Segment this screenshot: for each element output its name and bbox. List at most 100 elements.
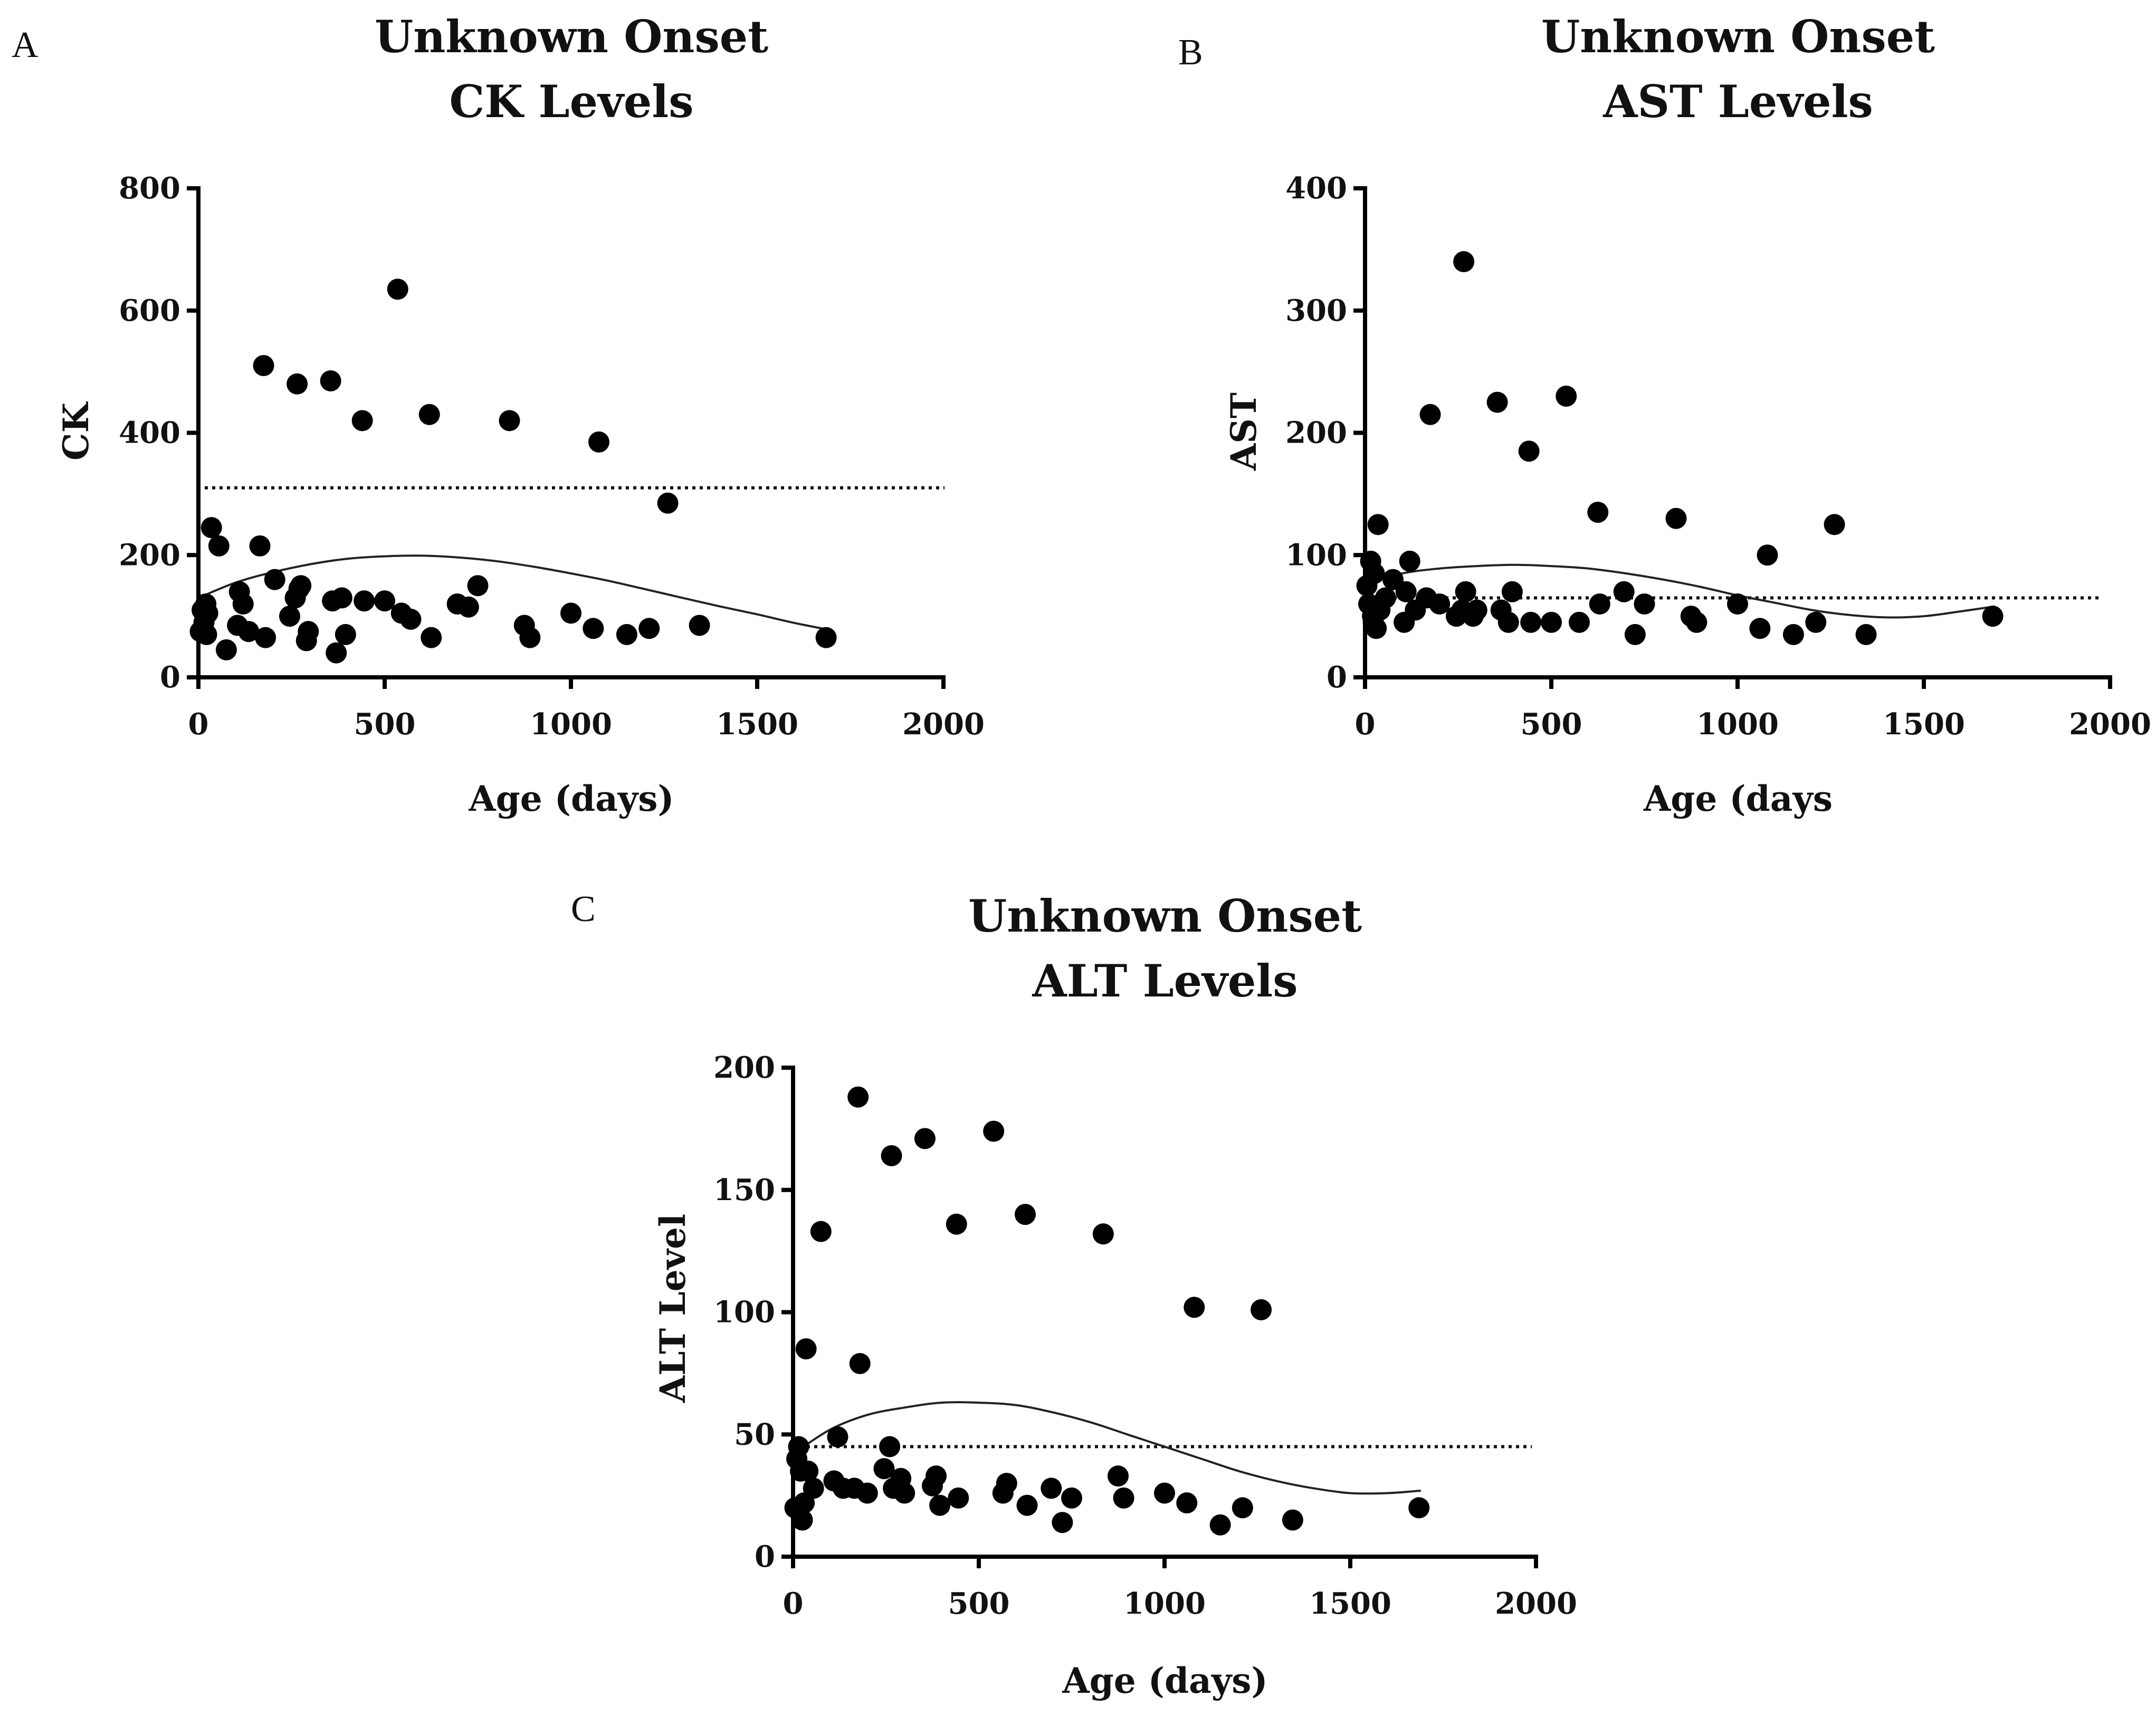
data-point xyxy=(1757,544,1778,566)
data-point xyxy=(253,355,274,377)
data-point xyxy=(519,627,541,648)
chart-title-line-2: ALT Levels xyxy=(1032,955,1298,1007)
data-point xyxy=(1251,1299,1272,1320)
data-point xyxy=(689,615,710,636)
fit-curve xyxy=(1365,563,1995,619)
data-point xyxy=(1154,1482,1175,1504)
data-point xyxy=(1108,1465,1129,1487)
data-point xyxy=(1015,1204,1036,1225)
x-tick-label: 1000 xyxy=(530,707,612,742)
data-point xyxy=(616,624,637,645)
data-point xyxy=(1232,1497,1253,1519)
data-point xyxy=(1466,599,1487,621)
data-point xyxy=(588,431,609,453)
data-point xyxy=(1176,1492,1198,1514)
data-point xyxy=(791,1509,813,1531)
y-tick-label: 300 xyxy=(1285,293,1347,328)
data-point xyxy=(1624,624,1646,645)
y-tick-label: 150 xyxy=(713,1173,775,1207)
chart-title-line-2: CK Levels xyxy=(449,75,693,128)
data-point xyxy=(894,1482,915,1504)
data-point xyxy=(335,624,356,645)
data-point xyxy=(1367,514,1389,535)
data-point xyxy=(638,618,660,639)
data-point xyxy=(1587,502,1609,523)
data-point xyxy=(1395,581,1417,602)
data-point xyxy=(1805,611,1827,633)
data-point xyxy=(983,1120,1005,1142)
data-point xyxy=(1455,581,1476,602)
x-tick-label: 500 xyxy=(948,1586,1010,1621)
data-point xyxy=(457,596,479,618)
data-point xyxy=(1501,581,1523,602)
data-point xyxy=(1634,593,1655,615)
data-point xyxy=(1541,611,1562,633)
data-point xyxy=(387,279,408,300)
data-point xyxy=(1982,606,2004,627)
data-point xyxy=(583,618,604,639)
y-axis-label: CK xyxy=(55,401,97,461)
data-point xyxy=(1727,593,1748,615)
x-tick-label: 500 xyxy=(354,707,416,742)
data-point xyxy=(1453,251,1475,273)
y-tick-label: 200 xyxy=(1285,416,1347,450)
data-point xyxy=(795,1338,817,1360)
data-point xyxy=(1749,618,1771,639)
data-point xyxy=(1419,404,1441,425)
chart-title-line-1: Unknown Onset xyxy=(968,890,1362,942)
data-point xyxy=(1686,611,1707,633)
data-point xyxy=(815,627,837,648)
data-point xyxy=(374,590,395,612)
data-point xyxy=(1568,611,1590,633)
panel-a: A Unknown Onset CK Levels Age (days) CK … xyxy=(12,11,985,819)
data-point xyxy=(1429,593,1451,615)
panel-label-a: A xyxy=(12,25,39,65)
data-point xyxy=(290,575,312,597)
data-point xyxy=(803,1478,824,1499)
x-tick-label: 500 xyxy=(1521,707,1582,742)
data-point xyxy=(264,569,285,590)
data-point xyxy=(1366,618,1387,639)
data-point xyxy=(1497,611,1519,633)
x-tick-label: 0 xyxy=(188,707,209,742)
data-point xyxy=(879,1436,901,1458)
data-point xyxy=(1209,1514,1231,1536)
y-tick-label: 0 xyxy=(755,1539,775,1574)
data-point xyxy=(331,587,352,609)
data-point xyxy=(1375,587,1396,609)
data-point xyxy=(788,1436,809,1458)
x-tick-label: 1000 xyxy=(1696,707,1779,742)
fit-curve xyxy=(792,1401,1421,1495)
y-tick-label: 400 xyxy=(1285,171,1347,206)
data-point xyxy=(1092,1223,1114,1245)
data-point xyxy=(1782,624,1804,645)
data-point xyxy=(881,1145,902,1166)
x-tick-label: 2000 xyxy=(2069,707,2151,742)
y-tick-label: 600 xyxy=(119,293,180,328)
x-axis-label: Age (days) xyxy=(1062,1660,1267,1701)
panel-b: B Unknown Onset AST Levels Age (days AST… xyxy=(1178,11,2151,819)
data-point xyxy=(326,642,347,664)
data-point xyxy=(849,1353,871,1374)
data-point xyxy=(1824,514,1845,535)
x-tick-label: 0 xyxy=(783,1586,804,1621)
data-point xyxy=(1518,440,1540,462)
data-point xyxy=(856,1482,878,1504)
x-tick-label: 0 xyxy=(1355,707,1376,742)
data-point xyxy=(208,535,230,557)
data-point xyxy=(810,1221,832,1242)
data-point xyxy=(657,492,679,514)
data-point xyxy=(1589,593,1610,615)
data-point xyxy=(215,639,237,660)
y-tick-label: 100 xyxy=(713,1295,775,1330)
data-point xyxy=(287,373,308,395)
y-axis-label: ALT Level xyxy=(652,1214,693,1403)
data-point xyxy=(996,1472,1017,1494)
x-tick-label: 1500 xyxy=(1309,1586,1391,1621)
y-tick-label: 800 xyxy=(119,171,180,206)
fit-curve xyxy=(198,554,828,631)
data-point xyxy=(1520,611,1542,633)
data-point xyxy=(914,1128,936,1149)
plot-area: 0 200 400 600 800 0 500 1000 1500 2000 xyxy=(119,171,985,742)
